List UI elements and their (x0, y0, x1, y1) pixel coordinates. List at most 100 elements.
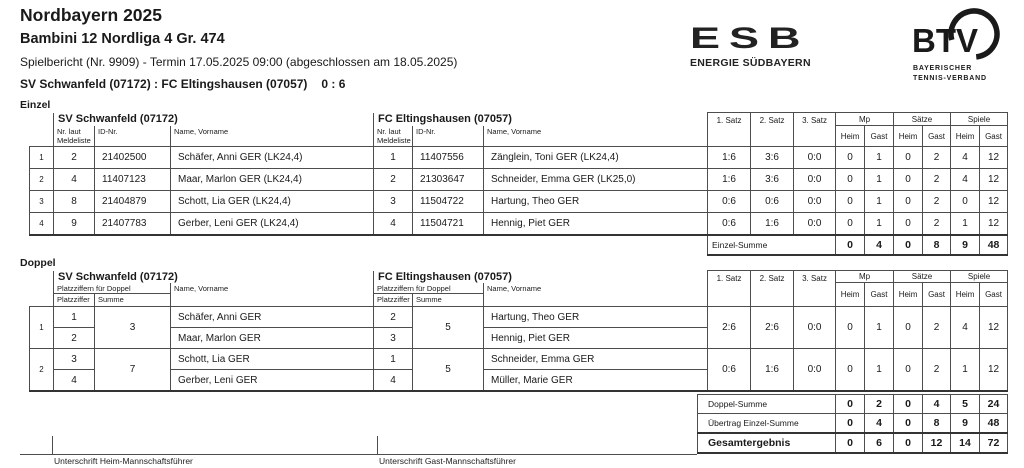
satz3-score: 0:0 (793, 212, 837, 235)
guest-platzziffer: 4 (373, 369, 413, 392)
home-nr: 4 (53, 168, 95, 191)
home-platzziffer: 4 (53, 369, 95, 392)
col-header-name: Name, Vorname (482, 282, 709, 308)
spiele-heim: 1 (950, 348, 981, 392)
mp-heim: 0 (835, 212, 866, 235)
esb-logo-subtext: ENERGIE SÜDBAYERN (690, 57, 811, 69)
saetze-gast-sum: 4 (922, 394, 951, 414)
home-nr: 8 (53, 190, 95, 213)
signature-line (20, 454, 697, 455)
home-nr: 9 (53, 212, 95, 235)
col-header-satz3: 3. Satz (793, 112, 837, 147)
guest-name: Hartung, Theo GER (482, 306, 709, 329)
col-header-satz1: 1. Satz (707, 269, 752, 308)
home-platzziffer: 3 (53, 348, 95, 371)
saetze-gast: 2 (922, 306, 952, 350)
guest-name: Schneider, Emma GER (482, 348, 709, 371)
doppel-table: SV Schwanfeld (07172) FC Eltingshausen (… (29, 269, 1009, 392)
satz1-score: 2:6 (707, 306, 752, 350)
spiele-heim: 4 (950, 168, 981, 191)
spiele-gast: 12 (979, 212, 1009, 235)
home-summe: 3 (94, 306, 171, 350)
gast-label: Gast (922, 125, 952, 147)
satz2-score: 2:6 (750, 306, 795, 350)
guest-id: 11504721 (412, 212, 484, 235)
satz3-score: 0:0 (793, 168, 837, 191)
guest-name: Hennig, Piet GER (482, 327, 709, 350)
einzel-row-1: 1 2 21402500 Schäfer, Anni GER (LK24,4) … (29, 146, 1009, 169)
einzel-table: SV Schwanfeld (07172) FC Eltingshausen (… (29, 112, 1009, 256)
col-header-satz1: 1. Satz (707, 112, 752, 147)
heim-label: Heim (950, 125, 981, 147)
spiele-gast: 12 (979, 168, 1009, 191)
mp-heim-sum: 0 (835, 413, 865, 433)
guest-summe: 5 (412, 306, 484, 350)
meldeliste-label: Meldeliste (377, 136, 411, 146)
doppel-row-2a: 2 3 7 Schott, Lia GER 1 5 Schneider, Emm… (29, 348, 1009, 392)
row-index: 1 (29, 306, 54, 350)
gesamtergebnis-label: Gesamtergebnis (697, 431, 836, 454)
guest-id: 21303647 (412, 168, 484, 191)
satz2-score: 0:6 (750, 190, 795, 213)
esb-logo-text: ESB (690, 22, 810, 55)
row-index: 1 (29, 146, 54, 169)
btv-logo-sub1: BAYERISCHER (913, 65, 972, 72)
saetze-gast-sum: 8 (922, 413, 951, 433)
saetze-gast: 2 (922, 348, 952, 392)
gast-label: Gast (922, 282, 952, 308)
gast-label: Gast (864, 125, 895, 147)
spiele-gast-total: 72 (979, 431, 1008, 454)
btv-logo-sub2: TENNIS-VERBAND (913, 75, 987, 82)
mp-heim: 0 (835, 168, 866, 191)
einzel-row-3: 3 8 21404879 Schott, Lia GER (LK24,4) 3 … (29, 190, 1009, 213)
mp-heim: 0 (835, 146, 866, 169)
mp-heim-total: 0 (835, 431, 865, 454)
summe-label: Summe (412, 293, 484, 308)
match-result-line: SV Schwanfeld (07172) : FC Eltingshausen… (20, 77, 345, 91)
heim-label: Heim (893, 125, 924, 147)
guest-nr: 4 (373, 212, 413, 235)
gast-label: Gast (979, 125, 1009, 147)
spacer (29, 233, 708, 255)
saetze-gast: 2 (922, 212, 952, 235)
home-team-header: SV Schwanfeld (07172) (53, 112, 374, 126)
guest-nr: 2 (373, 168, 413, 191)
mp-gast: 1 (864, 306, 895, 350)
row-index: 3 (29, 190, 54, 213)
mp-heim-sum: 0 (835, 394, 865, 414)
match-teams: SV Schwanfeld (07172) : FC Eltingshausen… (20, 77, 308, 91)
home-name: Schott, Lia GER (170, 348, 374, 371)
home-name: Schäfer, Anni GER (LK24,4) (170, 146, 374, 169)
corner-spacer (30, 294, 54, 307)
home-name: Schott, Lia GER (LK24,4) (170, 190, 374, 213)
einzel-summe-label: Einzel-Summe (707, 233, 837, 256)
heim-label: Heim (835, 282, 866, 308)
col-header-id: ID-Nr. (94, 125, 171, 147)
col-header-spiele: Spiele (950, 269, 1009, 284)
guest-id: 11407556 (412, 146, 484, 169)
mp-heim: 0 (835, 306, 866, 350)
guest-name: Hartung, Theo GER (482, 190, 709, 213)
report-line: Spielbericht (Nr. 9909) - Termin 17.05.2… (20, 55, 458, 69)
mp-gast-sum: 4 (864, 233, 895, 256)
guest-platzziffer: 1 (373, 348, 413, 371)
platzziffern-header: Platzziffern für Doppel (373, 282, 484, 295)
home-summe: 7 (94, 348, 171, 392)
doppel-section-label: Doppel (20, 257, 56, 269)
col-header-nr-meldeliste: Nr. laut Meldeliste (53, 125, 95, 147)
saetze-gast-total: 12 (922, 431, 951, 454)
satz2-score: 3:6 (750, 146, 795, 169)
row-index: 2 (29, 348, 54, 392)
einzel-summe-row: Einzel-Summe 0 4 0 8 9 48 (29, 233, 1009, 256)
col-header-saetze: Sätze (893, 269, 952, 284)
spiele-gast: 12 (979, 348, 1009, 392)
tennis-ball-swoosh-icon (948, 8, 1000, 60)
col-header-nr-meldeliste: Nr. laut Meldeliste (373, 125, 413, 147)
mp-gast: 1 (864, 348, 895, 392)
signature-tick-gast (377, 436, 378, 454)
guest-name: Zänglein, Toni GER (LK24,4) (482, 146, 709, 169)
satz3-score: 0:0 (793, 348, 837, 392)
home-id: 21407783 (94, 212, 171, 235)
col-header-saetze: Sätze (893, 112, 952, 126)
